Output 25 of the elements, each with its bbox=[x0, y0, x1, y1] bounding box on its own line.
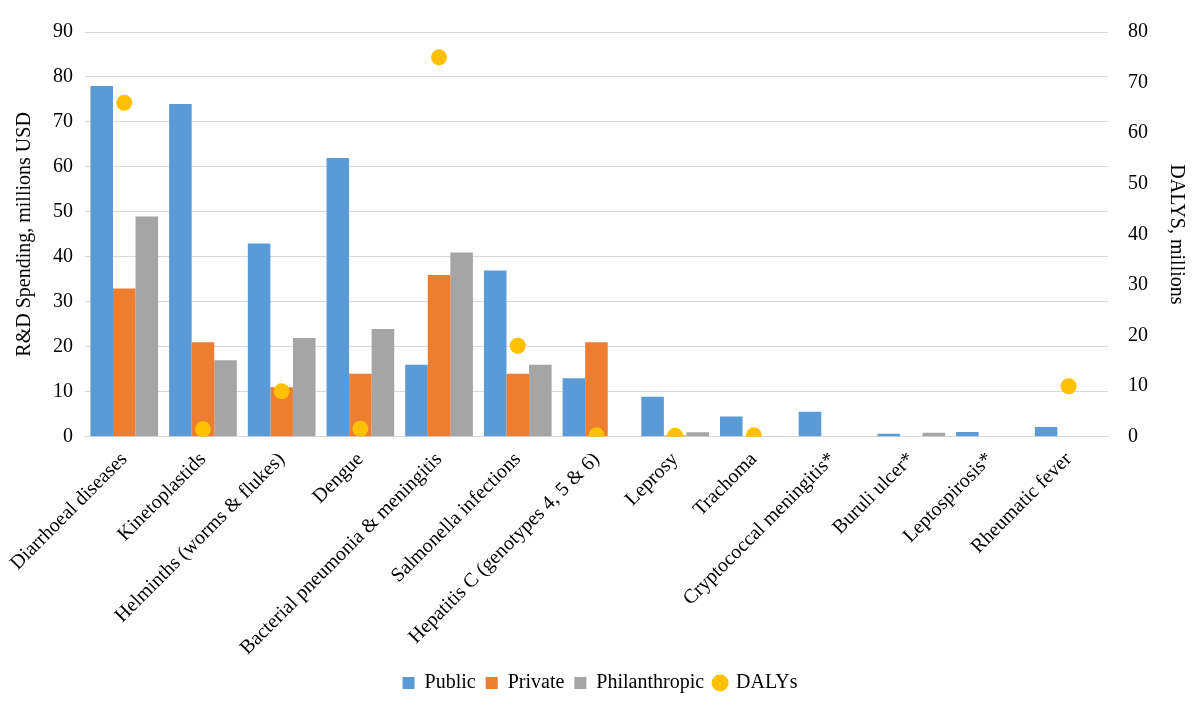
legend-label: DALYs bbox=[736, 670, 798, 693]
y-tick-label: 20 bbox=[52, 334, 73, 357]
y2-tick-label: 70 bbox=[1128, 69, 1148, 92]
y2-tick-label: 20 bbox=[1128, 322, 1148, 345]
y2-tick-label: 0 bbox=[1128, 424, 1138, 447]
y2-tick-label: 10 bbox=[1128, 373, 1148, 396]
y2-tick-label: 40 bbox=[1128, 221, 1148, 244]
y2-axis-title: DALYS, millions bbox=[1166, 164, 1189, 305]
y2-tick-label: 60 bbox=[1128, 120, 1148, 143]
y-tick-label: 90 bbox=[52, 19, 73, 42]
y-axis-title: R&D Spending, millions USD bbox=[12, 112, 36, 357]
y-tick-label: 0 bbox=[62, 424, 73, 447]
y-tick-label: 10 bbox=[52, 379, 73, 402]
y-tick-label: 70 bbox=[52, 109, 73, 132]
y-tick-label: 60 bbox=[52, 154, 73, 177]
y-tick-label: 40 bbox=[52, 244, 73, 267]
y-tick-label: 80 bbox=[52, 64, 73, 87]
y2-tick-label: 30 bbox=[1128, 272, 1148, 295]
y2-tick-label: 80 bbox=[1128, 19, 1148, 42]
y-tick-label: 50 bbox=[52, 199, 73, 222]
legend-label: Private bbox=[507, 670, 565, 693]
y-tick-label: 30 bbox=[52, 289, 73, 312]
legend-label: Public bbox=[424, 670, 476, 693]
legend-label: Philanthropic bbox=[596, 670, 705, 694]
y2-tick-label: 50 bbox=[1128, 171, 1148, 194]
